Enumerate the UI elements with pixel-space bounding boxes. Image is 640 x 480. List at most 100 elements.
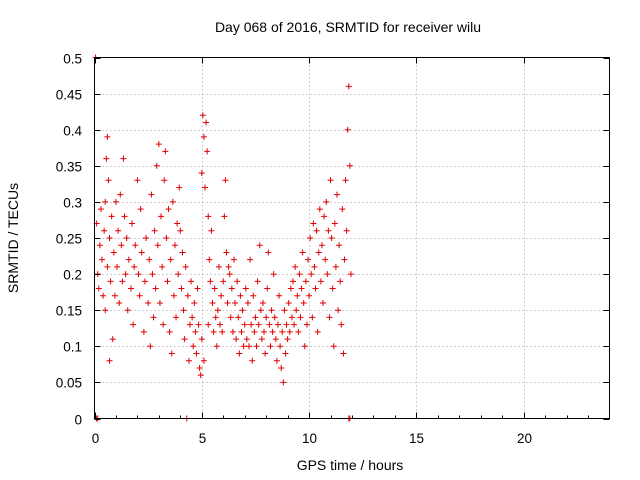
data-point [327, 177, 334, 184]
data-point [120, 155, 127, 162]
data-point [200, 357, 207, 364]
data-point [158, 213, 165, 220]
y-tick-label: 0.25 [56, 232, 82, 247]
data-point [323, 198, 330, 205]
data-point [343, 227, 350, 234]
data-point [95, 285, 102, 292]
data-point [212, 314, 219, 321]
y-axis-label: SRMTID / TECUs [5, 183, 21, 293]
data-point [342, 177, 349, 184]
data-point [147, 343, 154, 350]
data-point [278, 364, 285, 371]
data-point [244, 299, 251, 306]
data-point [258, 336, 265, 343]
data-point [101, 227, 108, 234]
data-point [314, 328, 321, 335]
data-point [284, 336, 291, 343]
data-point [145, 299, 152, 306]
data-point [119, 278, 126, 285]
data-point [184, 292, 191, 299]
data-point [149, 271, 156, 278]
data-point [320, 299, 327, 306]
data-point [122, 271, 129, 278]
data-point [232, 299, 239, 306]
data-point [345, 83, 352, 90]
data-point [254, 278, 261, 285]
data-point [228, 285, 235, 292]
data-point [253, 343, 260, 350]
data-point [270, 271, 277, 278]
data-point [267, 343, 274, 350]
data-point [324, 271, 331, 278]
data-point [205, 321, 212, 328]
data-point [206, 256, 213, 263]
data-point [131, 263, 138, 270]
data-point [313, 227, 320, 234]
data-point [190, 343, 197, 350]
data-point [338, 321, 345, 328]
data-point [138, 249, 145, 256]
data-point [218, 292, 225, 299]
data-point [105, 177, 112, 184]
data-point [251, 328, 258, 335]
data-point [164, 278, 171, 285]
data-point [104, 263, 111, 270]
data-point [97, 206, 104, 213]
data-point [100, 292, 107, 299]
data-point [242, 285, 249, 292]
data-point [222, 177, 229, 184]
y-tick-label: 0.15 [56, 304, 82, 319]
data-point [208, 227, 215, 234]
data-point [173, 314, 180, 321]
x-tick-label: 5 [199, 431, 207, 446]
data-point [337, 278, 344, 285]
y-tick-labels: 0 0.05 0.1 0.15 0.2 0.25 0.3 0.35 0.4 0.45 0.5 [56, 52, 83, 428]
data-point [200, 133, 207, 140]
data-point [165, 206, 172, 213]
data-point [114, 263, 121, 270]
data-point [207, 278, 214, 285]
data-point [226, 271, 233, 278]
data-point [255, 321, 262, 328]
data-point [236, 350, 243, 357]
data-point [261, 328, 268, 335]
data-point [148, 191, 155, 198]
data-point [291, 321, 298, 328]
x-tick-labels: 0 5 10 15 20 [92, 431, 532, 446]
data-point [312, 285, 319, 292]
data-point [112, 198, 119, 205]
data-point [315, 249, 322, 256]
data-point [322, 256, 329, 263]
data-point [186, 321, 193, 328]
data-point [286, 328, 293, 335]
y-tick-label: 0.4 [63, 124, 82, 139]
data-point [296, 271, 303, 278]
data-point [300, 299, 307, 306]
data-point [116, 299, 123, 306]
data-point [309, 314, 316, 321]
data-point [257, 307, 264, 314]
x-axis-label: GPS time / hours [297, 457, 404, 473]
data-point [168, 350, 175, 357]
data-point [189, 314, 196, 321]
data-point [333, 191, 340, 198]
data-point [215, 263, 222, 270]
data-point [331, 220, 338, 227]
data-point [180, 307, 187, 314]
data-point [104, 133, 111, 140]
data-point [288, 314, 295, 321]
data-point [298, 285, 305, 292]
data-point [171, 242, 178, 249]
data-point [135, 271, 142, 278]
y-tick-label: 0.35 [56, 160, 82, 175]
data-point [106, 235, 113, 241]
data-point [115, 227, 122, 234]
data-point [268, 307, 275, 314]
data-point [106, 357, 113, 364]
y-tick-label: 0.1 [63, 340, 82, 355]
data-point [109, 336, 116, 343]
data-point [243, 336, 250, 343]
data-point [153, 162, 160, 169]
data-point [199, 112, 206, 119]
